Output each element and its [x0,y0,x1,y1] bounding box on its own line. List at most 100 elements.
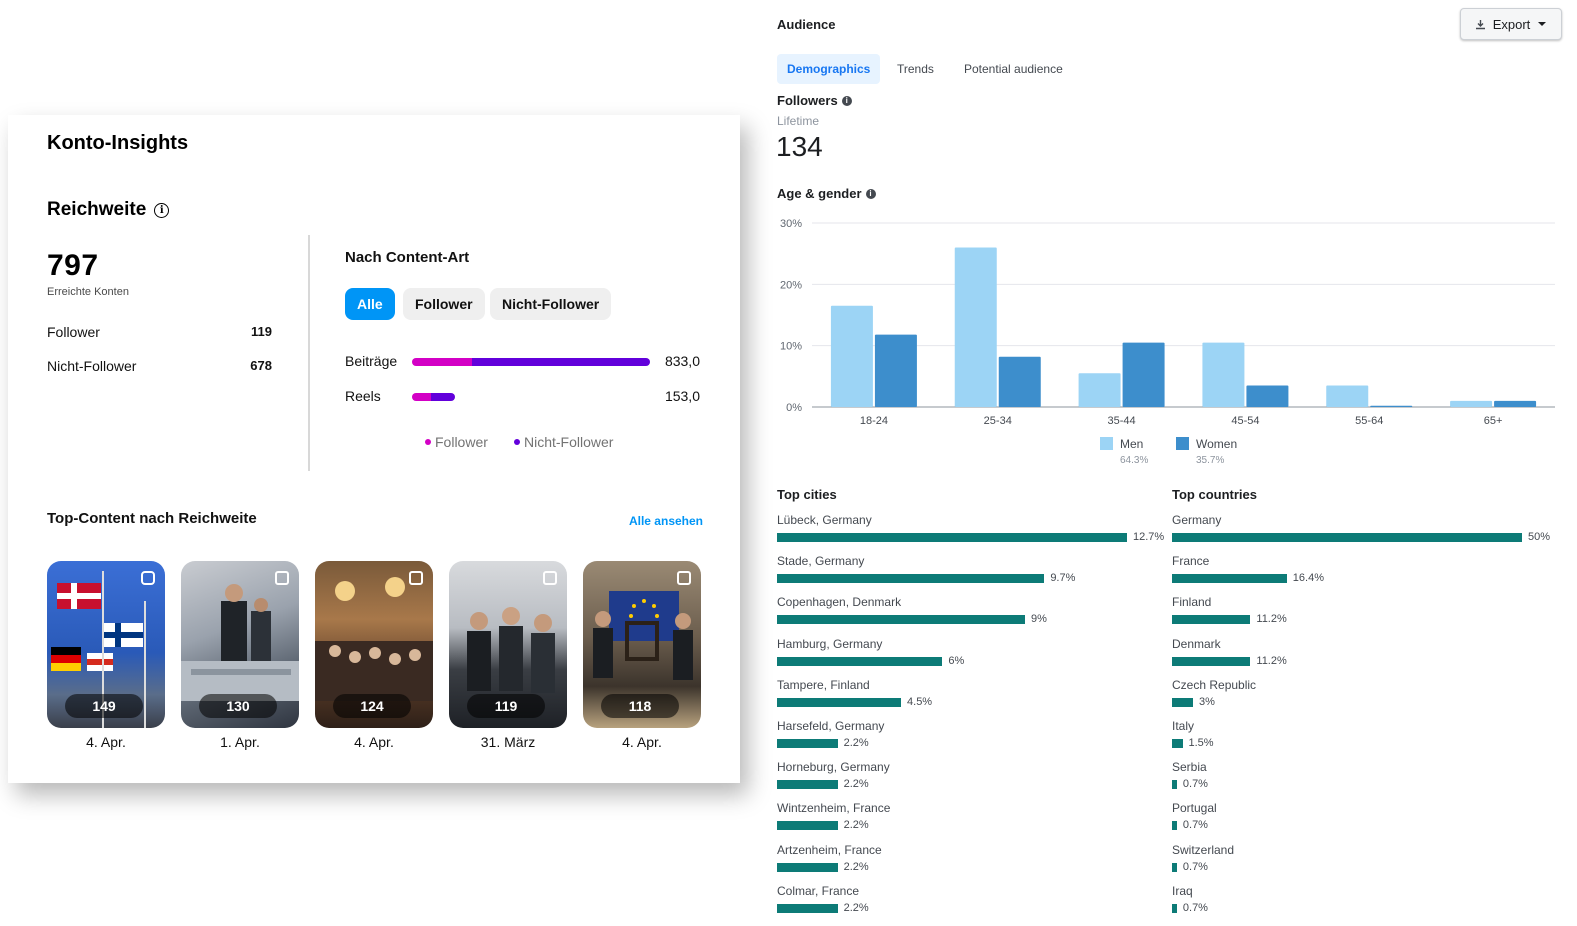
y-tick-label: 0% [786,402,802,414]
country-row: Italy 1.5% [1172,715,1567,756]
post-icon [677,571,691,585]
post-thumbnail[interactable]: 124 [315,561,433,728]
share-percent: 1.5% [1188,736,1214,749]
city-row: Harsefeld, Germany 2.2% [777,715,1172,756]
y-tick-label: 30% [780,218,802,230]
share-percent: 3% [1199,695,1215,708]
country-row: Serbia 0.7% [1172,756,1567,797]
legend-label: Women [1196,437,1237,451]
post-thumbnail[interactable]: 130 [181,561,299,728]
share-bar [1172,533,1522,542]
page-title: Konto-Insights [47,132,189,154]
share-bar [1172,738,1183,748]
follower-segment [412,358,472,366]
info-icon[interactable]: i [154,202,170,218]
reach-title: Reichweite [47,199,147,220]
country-row: Portugal 0.7% [1172,797,1567,838]
share-percent: 0.7% [1182,778,1208,791]
x-tick-label: 25-34 [984,415,1012,427]
export-label: Export [1492,16,1531,32]
share-bar [777,738,838,748]
post-date: 31. März [480,734,536,750]
age-gender-title: Age & gender [777,186,862,201]
post-thumbnail[interactable]: 119 [449,561,567,728]
content-bar [412,393,455,401]
chip-nonfollower[interactable]: Nicht-Follower [490,288,612,320]
city-name: Colmar, France [777,883,860,898]
women-bar [1246,385,1289,407]
workshop-image [181,584,299,701]
country-name: Germany [1172,513,1222,527]
country-row: Germany 50% [1172,509,1567,550]
tab-potential-audience[interactable]: Potential audience [964,62,1063,76]
city-name: Horneburg, Germany [777,760,890,775]
share-percent: 6% [948,654,965,667]
top-content-title: Top-Content nach Reichweite [47,510,257,527]
legend-label: Nicht-Follower [524,434,614,450]
country-name: Denmark [1172,636,1221,651]
top-cities-list: Top cities Lübeck, Germany 12.7% Stade, Ge… [777,487,1172,921]
content-row-value: 833,0 [664,353,700,369]
post-date: 4. Apr. [354,734,394,750]
share-bar [1172,821,1177,831]
content-bar [412,358,650,366]
share-bar [1172,780,1177,790]
content-row-reels: Reels 153,0 [345,386,700,406]
content-type-title: Nach Content-Art [345,249,470,266]
women-bar [998,356,1041,407]
x-tick-label: 35-44 [1108,415,1136,427]
city-name: Tampere, Finland [777,677,870,692]
share-bar [1172,697,1193,707]
country-row: Iraq 0.7% [1172,880,1567,921]
country-row: Denmark 11.2% [1172,633,1567,674]
share-bar [1172,615,1251,625]
see-all-link[interactable]: Alle ansehen [628,514,703,528]
info-icon[interactable]: i [865,188,876,199]
y-tick-label: 10% [780,341,802,353]
post-icon [409,571,423,585]
hall-image [315,577,433,701]
share-percent: 2.2% [843,736,869,749]
follower-stat-row: Follower 119 [47,324,272,340]
share-bar [1172,574,1287,584]
post-thumbnail[interactable]: 118 [583,561,701,728]
men-bar [1326,385,1369,407]
chip-follower[interactable]: Follower [403,288,485,320]
share-bar [777,821,838,831]
age-gender-chart: 0% 10% 20% 30% 18-24 25-34 35-44 45-54 55-64 65+ M… [780,218,1555,466]
post-thumbnail[interactable]: 149 [47,561,165,728]
share-bar [777,615,1026,625]
caret-down-icon [1538,22,1547,26]
men-bar [830,305,873,407]
export-button[interactable]: Export [1460,8,1562,40]
city-row: Copenhagen, Denmark 9% [777,591,1172,632]
share-bar [777,780,838,790]
post-reach: 119 [467,694,545,718]
x-tick-label: 45-54 [1231,415,1259,427]
post-reach: 130 [199,694,277,718]
city-name: Stade, Germany [777,554,865,569]
follower-label: Follower [47,324,100,340]
country-row: Czech Republic 3% [1172,674,1567,715]
tab-trends[interactable]: Trends [897,62,934,76]
share-bar [777,903,838,913]
reels-icon [141,571,155,585]
city-row: Colmar, France 2.2% [777,880,1172,921]
country-name: Serbia [1172,760,1207,775]
nonfollower-value: 678 [250,358,272,373]
legend-nonfollower: Nicht-Follower [514,434,613,450]
city-row: Wintzenheim, France 2.2% [777,797,1172,838]
country-name: Portugal [1172,801,1217,816]
tab-demographics[interactable]: Demographics [777,54,881,84]
info-icon[interactable]: i [841,95,852,106]
content-row-value: 153,0 [664,388,700,404]
men-bar [1450,400,1493,407]
country-name: Iraq [1172,883,1193,898]
audience-panel: Audience Export Demographics Trends Pote… [760,0,1577,926]
share-bar [777,533,1127,542]
top-countries-list: Top countries Germany 50% France 16.4% Finla… [1172,487,1567,921]
share-percent: 2.2% [843,819,869,832]
country-row: Finland 11.2% [1172,591,1567,632]
share-percent: 0.7% [1182,819,1208,832]
chip-all[interactable]: Alle [345,288,395,320]
